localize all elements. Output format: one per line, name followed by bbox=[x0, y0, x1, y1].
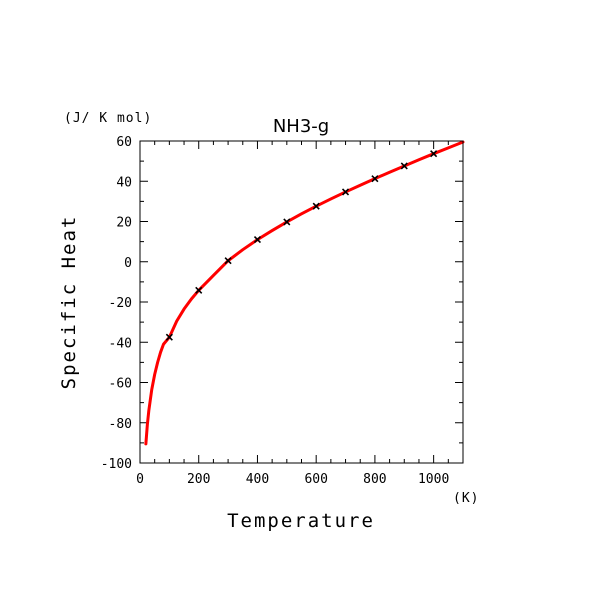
marker-stroke bbox=[430, 150, 438, 158]
data-point-marker bbox=[312, 202, 320, 210]
x-unit-label: (K) bbox=[453, 491, 479, 506]
y-tick-label: 40 bbox=[116, 175, 132, 190]
y-tick-label: -20 bbox=[109, 296, 132, 311]
x-tick-label: 800 bbox=[363, 472, 386, 487]
x-tick-label: 400 bbox=[246, 472, 269, 487]
plot-frame bbox=[139, 140, 464, 464]
data-point-marker bbox=[371, 175, 379, 183]
y-tick-label: -40 bbox=[109, 336, 132, 351]
data-point-marker bbox=[253, 236, 262, 244]
x-tick-label: 600 bbox=[304, 472, 327, 487]
x-tick-label: 200 bbox=[187, 472, 210, 487]
data-point-marker bbox=[195, 286, 203, 294]
x-axis-title: Temperature bbox=[227, 510, 375, 532]
labels-layer: NH3-g (J/ K mol) (K) Temperature Specifi… bbox=[58, 111, 479, 532]
marker-stroke bbox=[165, 333, 173, 341]
y-tick-label: -100 bbox=[101, 457, 132, 472]
data-point-marker bbox=[400, 162, 408, 170]
y-tick-label: -60 bbox=[109, 377, 132, 392]
ticks-layer: 0 200 400 600 800 1000 -100 -80 -60 -40 -20 0 20 40 60 bbox=[101, 135, 464, 487]
data-point-marker bbox=[224, 257, 232, 265]
marker-stroke bbox=[400, 162, 408, 170]
marker-stroke bbox=[341, 188, 350, 196]
marker-stroke bbox=[224, 257, 232, 265]
marker-stroke bbox=[253, 236, 262, 244]
y-tick-label: 60 bbox=[116, 135, 132, 150]
y-tick-label: 0 bbox=[124, 256, 132, 271]
plot-layer bbox=[144, 140, 465, 446]
fit-curve bbox=[144, 140, 465, 446]
x-tick-label: 0 bbox=[136, 472, 144, 487]
marker-stroke bbox=[371, 175, 379, 183]
chart-title: NH3-g bbox=[273, 116, 329, 137]
marker-stroke bbox=[283, 218, 291, 226]
marker-stroke bbox=[195, 286, 203, 294]
y-tick-label: -80 bbox=[109, 417, 132, 432]
data-point-marker bbox=[430, 150, 438, 158]
x-tick-label: 1000 bbox=[418, 472, 449, 487]
y-axis-title: Specific Heat bbox=[58, 215, 80, 390]
y-unit-label: (J/ K mol) bbox=[64, 111, 152, 126]
data-point-marker bbox=[283, 218, 291, 226]
data-point-marker bbox=[341, 188, 350, 196]
y-tick-label: 20 bbox=[116, 216, 132, 231]
data-point-marker bbox=[165, 333, 173, 341]
marker-stroke bbox=[312, 202, 320, 210]
